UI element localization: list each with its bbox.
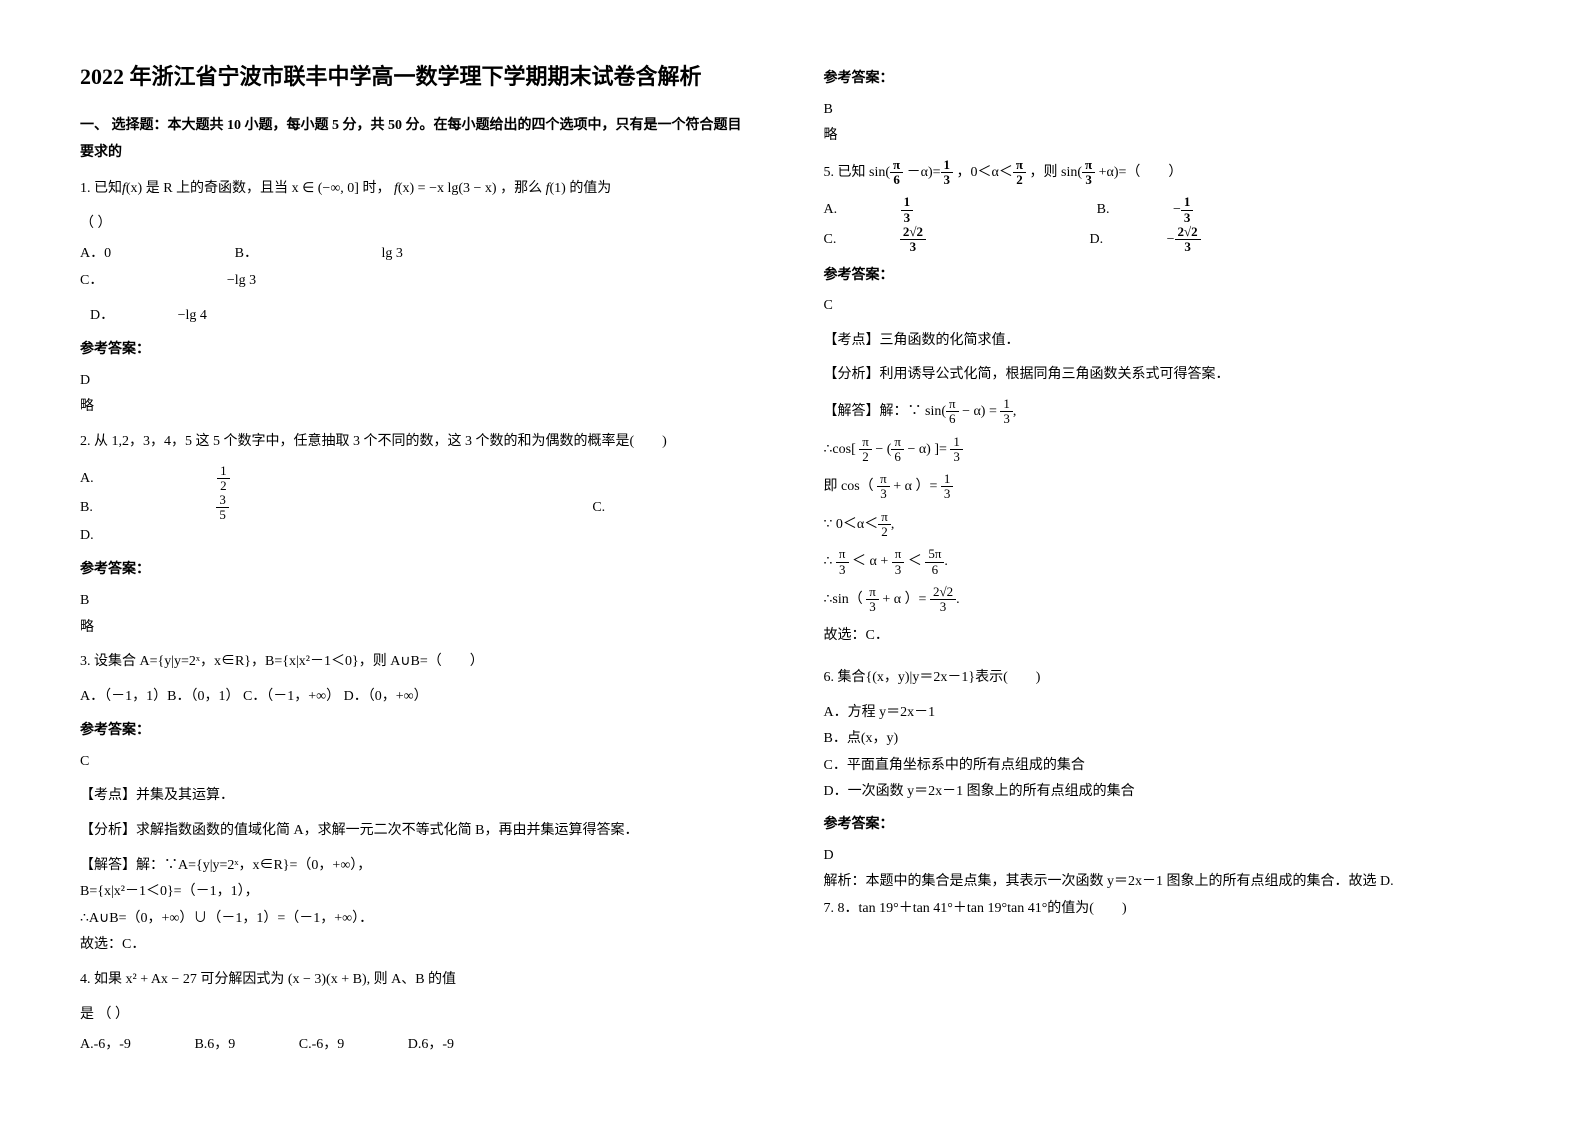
q5-opt-a: A. 13	[824, 195, 1034, 225]
q1-opt-b: B． lg 3	[235, 241, 403, 268]
q5-a: 5. 已知 sin(	[824, 165, 891, 180]
answer-label: 参考答案：	[80, 557, 744, 584]
q3-fenxi: 【分析】求解指数函数的值域化简 A，求解一元二次不等式化简 B，再由并集运算得答…	[80, 818, 744, 845]
question-7: 7. 8．tan 19°＋tan 41°＋tan 19°tan 41°的值为( …	[824, 896, 1508, 923]
right-column: 参考答案： B 略 5. 已知 sin(π6 －α)=13 ，0＜α＜π2 ，则…	[794, 0, 1587, 1122]
q1-text-a: 1. 已知	[80, 181, 122, 196]
q6-opt-b: B．点(x，y)	[824, 726, 1508, 753]
q1-option-d: D． −lg 4	[80, 303, 744, 330]
section-header: 一、 选择题：本大题共 10 小题，每小题 5 分，共 50 分。在每小题给出的…	[80, 113, 744, 166]
left-column: 2022 年浙江省宁波市联丰中学高一数学理下学期期末试卷含解析 一、 选择题：本…	[0, 0, 794, 1122]
q6-opt-a: A．方程 y＝2x－1	[824, 700, 1508, 727]
question-4: 4. 如果 x² + Ax − 27 可分解因式为 (x − 3)(x + B)…	[80, 967, 744, 994]
q5-opt-c: C. 2√23	[824, 225, 1046, 255]
q2-opt-a: A. 12	[80, 464, 470, 494]
q4-answer: B	[824, 97, 1508, 124]
q1-text-f: 的值为	[569, 181, 611, 196]
q3-jieda-1: 【解答】解：∵A={y|y=2ˣ，x∈R}=（0，+∞），	[80, 853, 744, 880]
q1-answer: D	[80, 368, 744, 395]
q6-opt-d: D．一次函数 y＝2x－1 图象上的所有点组成的集合	[824, 779, 1508, 806]
q5-opt-b: B. −13	[1097, 195, 1314, 225]
question-2: 2. 从 1,2，3，4，5 这 5 个数字中，任意抽取 3 个不同的数，这 3…	[80, 429, 744, 456]
q1-opt-c: C． −lg 3	[80, 268, 256, 295]
q6-jiexi: 解析：本题中的集合是点集，其表示一次函数 y＝2x－1 图象上的所有点组成的集合…	[824, 869, 1508, 896]
question-1: 1. 已知f(x) 是 R 上的奇函数，且当 x ∈ (−∞, 0] 时， f(…	[80, 176, 744, 203]
q3-jieda-4: 故选：C．	[80, 932, 744, 959]
q5-opt-d: D. −2√23	[1089, 225, 1320, 255]
omit: 略	[824, 123, 1508, 150]
q5-answer: C	[824, 293, 1508, 320]
q5-step-6: ∴sin（ π3 + α ）= 2√23.	[824, 585, 1508, 615]
q4-text-a: 4. 如果	[80, 972, 122, 987]
q5-step-7: 故选：C．	[824, 623, 1508, 650]
question-3: 3. 设集合 A={y|y=2ˣ，x∈R}，B={x|x²－1＜0}，则 A∪B…	[80, 649, 744, 676]
q5-fenxi: 【分析】利用诱导公式化简，根据同角三角函数关系式可得答案．	[824, 362, 1508, 389]
q2-opt-d: D.	[80, 523, 94, 550]
q3-jieda-3: ∴A∪B=（0，+∞）∪（－1，1）=（－1，+∞）．	[80, 906, 744, 933]
q5-step-4: ∵ 0＜α＜π2,	[824, 510, 1508, 540]
answer-label: 参考答案：	[824, 263, 1508, 290]
q1-paren: （ ）	[80, 211, 744, 238]
omit: 略	[80, 394, 744, 421]
answer-label: 参考答案：	[80, 718, 744, 745]
q2-opt-b: B. 35	[80, 493, 469, 523]
q3-answer: C	[80, 749, 744, 776]
q1-text-e: ，那么	[500, 181, 542, 196]
q2-options: A. 12 B. 35 C. D.	[80, 464, 744, 550]
q5-options: A. 13 B. −13 C. 2√23 D. −2√23	[824, 195, 1508, 254]
question-6: 6. 集合{(x，y)|y＝2x－1}表示( )	[824, 665, 1508, 692]
q6-answer: D	[824, 843, 1508, 870]
q4-text-d: 是 （ ）	[80, 1002, 744, 1029]
answer-label: 参考答案：	[80, 337, 744, 364]
q1-opt-a: A．0	[80, 241, 111, 268]
q6-opt-c: C．平面直角坐标系中的所有点组成的集合	[824, 753, 1508, 780]
q4-options: A.-6，-9 B.6，9 C.-6，9 D.6，-9	[80, 1032, 744, 1059]
q3-kaodian: 【考点】并集及其运算．	[80, 783, 744, 810]
answer-label: 参考答案：	[824, 66, 1508, 93]
q1-opt-d: D． −lg 4	[90, 303, 207, 330]
q5-d: ，则 sin(	[1030, 165, 1083, 180]
q5-e: +α)=（ ）	[1099, 165, 1183, 180]
q1-text-c: 上的奇函数，且当	[176, 181, 288, 196]
q4-text-c: 则 A、B 的值	[374, 972, 456, 987]
question-5: 5. 已知 sin(π6 －α)=13 ，0＜α＜π2 ，则 sin(π3 +α…	[824, 158, 1508, 188]
q5-step-2: ∴cos[ π2 − (π6 − α) ]= 13	[824, 435, 1508, 465]
q1-text-b: 是	[146, 181, 160, 196]
q5-step-1: 【解答】解：∵ sin(π6 − α) = 13,	[824, 397, 1508, 427]
q5-b: －α)=	[907, 165, 941, 180]
q4-opt-d: D.6，-9	[408, 1032, 454, 1059]
q5-kaodian: 【考点】三角函数的化简求值．	[824, 328, 1508, 355]
exam-title: 2022 年浙江省宁波市联丰中学高一数学理下学期期末试卷含解析	[80, 60, 744, 93]
q1-options: A．0 B． lg 3 C． −lg 3	[80, 241, 744, 294]
q2-opt-c: C.	[592, 495, 605, 522]
answer-label: 参考答案：	[824, 812, 1508, 839]
q4-text-b: 可分解因式为	[200, 972, 284, 987]
q5-c: ，0＜α＜	[957, 165, 1013, 180]
q2-answer: B	[80, 588, 744, 615]
q1-text-d: 时，	[362, 181, 390, 196]
omit: 略	[80, 615, 744, 642]
q3-options: A．（－1，1）B．（0，1） C．（－1，+∞） D．（0，+∞）	[80, 684, 744, 711]
q5-step-5: ∴ π3 ＜ α + π3 ＜ 5π6.	[824, 547, 1508, 577]
q5-step-3: 即 cos（ π3 + α ）= 13	[824, 472, 1508, 502]
q4-opt-c: C.-6，9	[299, 1032, 345, 1059]
q4-opt-a: A.-6，-9	[80, 1032, 131, 1059]
q3-jieda-2: B={x|x²－1＜0}=（－1，1），	[80, 879, 744, 906]
q4-opt-b: B.6，9	[194, 1032, 235, 1059]
